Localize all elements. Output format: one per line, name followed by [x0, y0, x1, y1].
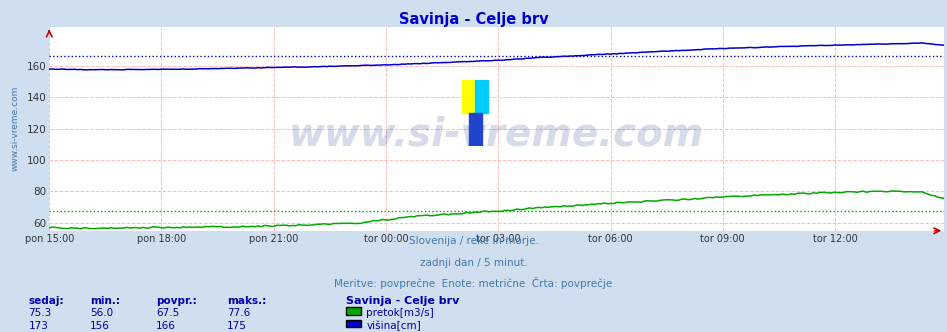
Text: 56.0: 56.0	[90, 308, 113, 318]
Bar	[469, 113, 482, 146]
Text: 75.3: 75.3	[28, 308, 52, 318]
Text: zadnji dan / 5 minut.: zadnji dan / 5 minut.	[420, 258, 527, 268]
Text: povpr.:: povpr.:	[156, 296, 197, 306]
Text: www.si-vreme.com: www.si-vreme.com	[10, 86, 20, 171]
Text: www.si-vreme.com: www.si-vreme.com	[289, 116, 705, 154]
Text: Meritve: povprečne  Enote: metrične  Črta: povprečje: Meritve: povprečne Enote: metrične Črta:…	[334, 277, 613, 289]
Text: Savinja - Celje brv: Savinja - Celje brv	[346, 296, 459, 306]
Text: pretok[m3/s]: pretok[m3/s]	[366, 308, 435, 318]
Text: 67.5: 67.5	[156, 308, 180, 318]
Text: 77.6: 77.6	[227, 308, 251, 318]
Text: višina[cm]: višina[cm]	[366, 320, 421, 331]
Text: maks.:: maks.:	[227, 296, 266, 306]
Bar	[462, 80, 475, 113]
Text: 166: 166	[156, 321, 176, 331]
Text: min.:: min.:	[90, 296, 120, 306]
Text: 173: 173	[28, 321, 48, 331]
Bar	[475, 80, 489, 113]
Text: 156: 156	[90, 321, 110, 331]
Text: Slovenija / reke in morje.: Slovenija / reke in morje.	[408, 236, 539, 246]
Text: 175: 175	[227, 321, 247, 331]
Text: Savinja - Celje brv: Savinja - Celje brv	[399, 12, 548, 27]
Text: sedaj:: sedaj:	[28, 296, 64, 306]
